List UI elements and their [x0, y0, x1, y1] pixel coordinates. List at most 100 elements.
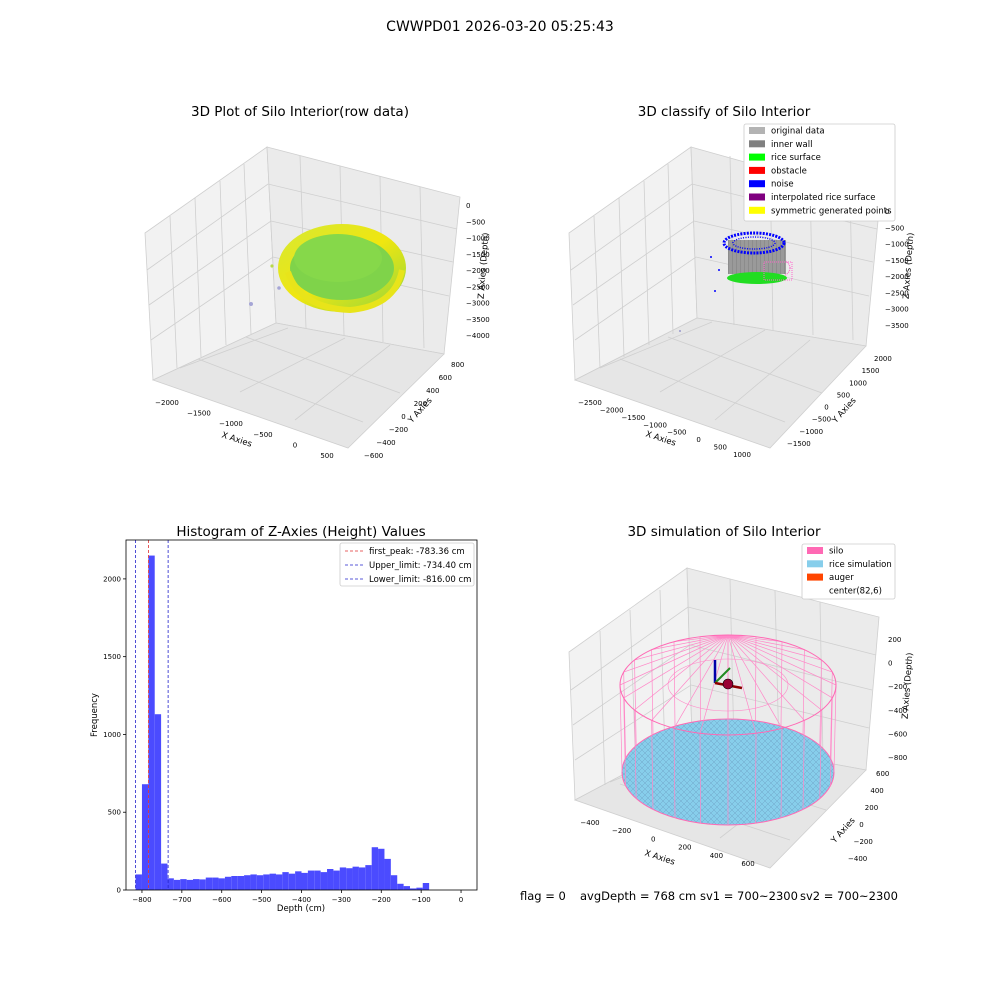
classify-legend: original data inner wall rice surface obsta… — [743, 123, 896, 222]
simulation-scene — [619, 634, 837, 826]
raw-y-tick-label: 0 — [401, 413, 405, 421]
histogram-bar — [205, 877, 213, 890]
histogram-y-tick-label: 500 — [108, 809, 121, 817]
raw-y-tick-label: −600 — [364, 452, 383, 460]
simulation-title: 3D simulation of Silo Interior — [627, 524, 821, 540]
histogram-bar — [186, 879, 194, 890]
simulation-x-tick-label: −400 — [580, 819, 599, 827]
classify-legend-label: interpolated rice surface — [771, 193, 876, 203]
histogram-bar — [403, 886, 410, 890]
histogram-bar — [199, 879, 206, 890]
classify-z-tick-label: −1000 — [885, 241, 909, 249]
histogram-bar — [314, 870, 321, 890]
histogram-bar — [141, 784, 149, 890]
classify-rice-surface — [727, 272, 787, 284]
simulation-legend-swatch — [807, 547, 823, 554]
classify-legend-swatch — [749, 166, 765, 174]
classify-z-tick-label: −1500 — [885, 257, 909, 265]
classify-y-tick-label: 1500 — [862, 367, 880, 375]
simulation-x-ticks: −400 −200 0 200 400 600 — [580, 819, 754, 868]
footer-avg-depth: avgDepth = 768 cm — [580, 889, 696, 903]
classify-y-tick-label: 2000 — [874, 355, 892, 363]
raw-pane-floor — [151, 322, 445, 449]
auger-center — [722, 678, 734, 690]
simulation-legend-frame — [801, 543, 896, 600]
raw-x-ticks: −2000 −1500 −1000 −500 0 500 — [155, 399, 334, 460]
raw-y-tick-label: 200 — [414, 400, 427, 408]
simulation-x-label: X Axies — [643, 848, 676, 867]
histogram-bar — [148, 555, 155, 890]
histogram-y-tick-label: 1000 — [103, 731, 121, 739]
raw-x-tick-label: 0 — [293, 441, 297, 449]
classify-noise-point — [710, 256, 712, 258]
footer-flag: flag = 0 — [520, 889, 566, 903]
classify-y-tick-label: −500 — [812, 416, 831, 424]
raw-x-tick-label: −500 — [253, 431, 272, 439]
raw-z-tick-label: −3500 — [466, 316, 490, 324]
histogram-bar — [154, 714, 162, 890]
raw-x-tick-label: −1500 — [187, 410, 211, 418]
simulation-x-tick-label: 600 — [741, 860, 754, 868]
histogram-bar — [320, 872, 328, 890]
histogram-x-tick-label: −700 — [172, 896, 191, 904]
classify-z-tick-label: −500 — [885, 224, 904, 232]
status-footer: flag = 0 avgDepth = 768 cm sv1 = 700~230… — [520, 889, 898, 903]
histogram-bar — [135, 874, 142, 890]
histogram-y-tick-label: 1500 — [103, 653, 121, 661]
histogram-legend-label: first_peak: -783.36 cm — [369, 547, 465, 557]
simulation-z-label: Z Axies (Depth) — [901, 652, 916, 719]
histogram-bar — [167, 878, 174, 890]
histogram-y-tick-label: 2000 — [103, 575, 121, 583]
simulation-legend-swatch — [807, 560, 823, 568]
raw-x-tick-label: 500 — [320, 452, 333, 460]
histogram-x-tick-label: −500 — [252, 896, 271, 904]
raw-z-tick-label: −1500 — [466, 251, 490, 259]
raw-y-tick-label: 600 — [439, 374, 452, 382]
histogram-bars — [135, 555, 430, 890]
raw-ring-inner — [294, 234, 382, 282]
classify-y-ticks: −1500 −1000 −500 0 500 1000 1500 2000 — [787, 355, 892, 448]
histogram-x-tick-label: −300 — [332, 896, 351, 904]
classify-x-tick-label: −1000 — [643, 421, 667, 429]
simulation-legend-swatch — [807, 573, 823, 581]
classify-y-tick-label: 500 — [837, 391, 850, 399]
classify-y-label: Y Axies — [830, 395, 859, 426]
classify-noise-ring-inner — [732, 236, 776, 250]
classify-pane-floor — [573, 317, 867, 449]
histogram-x-tick-label: −100 — [412, 896, 431, 904]
histogram-bar — [365, 865, 372, 890]
histogram-bar — [416, 887, 423, 890]
histogram-bar — [269, 873, 276, 890]
figure-suptitle: CWWPD01 2026-03-20 05:25:43 — [386, 19, 614, 35]
classify-legend-label: obstacle — [771, 166, 807, 176]
histogram-bar — [231, 876, 238, 890]
histogram-bar — [193, 879, 200, 890]
histogram-legend: first_peak: -783.36 cm Upper_limit: -734.… — [339, 542, 475, 587]
histogram-frame — [125, 539, 478, 891]
classify-noise-point — [679, 330, 681, 332]
classify-point-cloud — [679, 231, 793, 332]
classify-x-tick-label: −2000 — [600, 406, 624, 414]
simulation-z-tick-label: −800 — [888, 754, 907, 762]
simulation-z-tick-label: 200 — [888, 636, 901, 644]
simulation-z-tick-label: 0 — [888, 660, 892, 668]
histogram-x-tick-label: −800 — [132, 896, 151, 904]
simulation-y-tick-label: 600 — [876, 770, 889, 778]
simulation-x-tick-label: 200 — [678, 844, 691, 852]
histogram-bar — [384, 858, 391, 890]
classify-x-ticks: −2500−2000−1500−1000−500 0 500 1000 — [578, 399, 751, 459]
classify-legend-swatch — [749, 153, 765, 161]
histogram-x-label: Depth (cm) — [277, 904, 325, 914]
simulation-legend-label: silo — [829, 547, 843, 557]
histogram-legend-frame — [339, 542, 475, 587]
histogram-bar — [275, 874, 283, 890]
classify-y-tick-label: 1000 — [849, 379, 867, 387]
histogram-bar — [371, 847, 379, 890]
raw-outlier-point — [270, 264, 274, 268]
histogram-bar — [256, 875, 264, 890]
raw-y-tick-label: −400 — [376, 439, 395, 447]
classify-legend-swatch — [749, 127, 765, 134]
simulation-z-ticks: 200 0 −200 −400 −600 −800 — [888, 636, 907, 762]
classify-y-tick-label: 0 — [824, 404, 828, 412]
